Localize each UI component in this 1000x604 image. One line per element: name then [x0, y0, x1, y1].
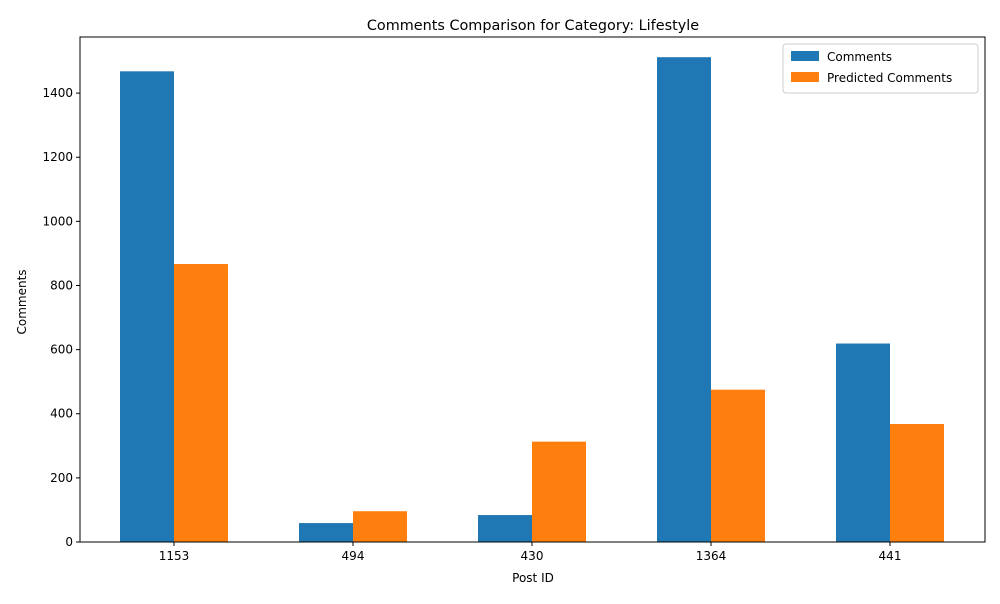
- bar-predicted-comments-441: [890, 424, 944, 542]
- bar-comments-1364: [657, 57, 711, 542]
- x-tick-label: 1364: [696, 549, 727, 563]
- x-tick-label: 441: [879, 549, 902, 563]
- legend-label-comments: Comments: [827, 50, 892, 64]
- bar-comments-494: [299, 523, 353, 542]
- x-axis-label: Post ID: [512, 571, 554, 585]
- bar-predicted-comments-494: [353, 511, 407, 542]
- x-tick-label: 494: [342, 549, 365, 563]
- bar-comments-441: [836, 343, 890, 542]
- legend-swatch-predicted-comments: [791, 72, 819, 82]
- legend-swatch-comments: [791, 51, 819, 61]
- legend-label-predicted-comments: Predicted Comments: [827, 71, 952, 85]
- plot-area: 1153 494 430 1364 441 0 200 400 600 800 1000 1200 14…: [42, 36, 986, 563]
- y-tick-label: 1200: [42, 150, 73, 164]
- bar-predicted-comments-430: [532, 441, 586, 542]
- y-tick-label: 400: [50, 407, 73, 421]
- y-tick-label: 1400: [42, 86, 73, 100]
- legend: Comments Predicted Comments: [782, 43, 979, 94]
- x-tick-label: 430: [521, 549, 544, 563]
- x-tick-label: 1153: [159, 549, 190, 563]
- bar-predicted-comments-1153: [174, 264, 228, 542]
- y-tick-label: 1000: [42, 214, 73, 228]
- y-tick-label: 0: [65, 535, 73, 549]
- chart-title: Comments Comparison for Category: Lifest…: [367, 18, 699, 34]
- bar-comments-1153: [120, 71, 174, 543]
- y-tick-label: 800: [50, 278, 73, 292]
- y-tick-label: 200: [50, 471, 73, 485]
- y-tick-label: 600: [50, 343, 73, 357]
- bar-comments-430: [478, 515, 532, 542]
- bar-predicted-comments-1364: [711, 389, 765, 542]
- legend-box: [782, 43, 979, 94]
- y-axis-label: Comments: [15, 269, 29, 334]
